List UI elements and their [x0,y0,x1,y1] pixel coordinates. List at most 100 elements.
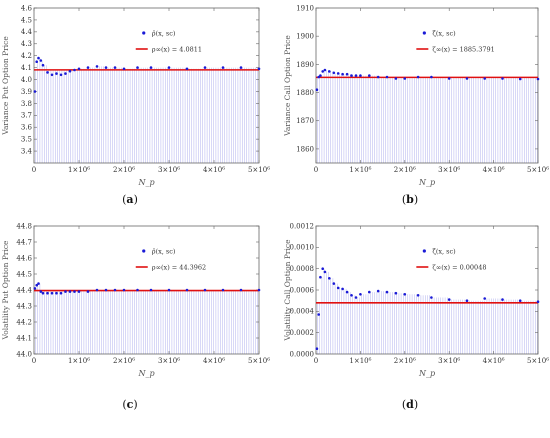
x-tick-label: 0 [314,166,318,174]
x-axis-label: N_p [137,369,154,378]
y-axis-label: Volatility Put Option Price [1,240,10,341]
x-tick-label: 1×10⁶ [68,357,90,365]
x-tick-label: 5×10⁶ [527,166,549,174]
data-point [39,59,43,62]
x-tick-label: 5×10⁶ [527,357,549,365]
legend-point-marker [142,31,146,35]
y-tick-label: 4.4 [21,28,33,36]
y-tick-label: 1890 [296,61,314,69]
data-point [403,77,407,80]
chart-panel-a: 3.4 3.5 3.6 3.7 3.8 3.9 4.0 4.1 4.2 4.3 4.4 4.5 4.6 0… [1,4,270,206]
x-axis-label: N_p [137,178,154,187]
data-point [239,288,243,292]
x-tick-label: 2×10⁶ [394,166,416,174]
legend-series-label: ζ̂(x, sc) [432,247,456,256]
data-point [394,77,398,80]
y-tick-label: 0.0010 [290,244,315,252]
data-point [354,74,358,77]
y-tick-label: 4.6 [21,4,33,12]
panel-caption: (d) [402,398,418,411]
data-point [239,66,243,69]
data-point [149,288,153,292]
data-point [359,74,362,77]
y-axis-label: Volatility Call Option Price [283,239,292,342]
x-tick-label: 1×10⁶ [349,166,371,174]
y-tick-label: 44.8 [16,222,32,230]
data-point [483,77,487,80]
data-point [136,66,139,69]
y-tick-label: 1880 [296,89,314,97]
data-point [68,69,72,73]
data-point [33,90,37,93]
y-tick-label: 4.2 [21,52,32,60]
legend-reference-label: ρ∞(x) = 44.3962 [152,264,206,272]
data-point [465,77,469,80]
data-point [465,299,469,303]
plot-frame [315,7,539,164]
x-tick-label: 1×10⁶ [68,166,90,174]
data-point [403,293,407,296]
data-point [376,75,380,79]
data-point [317,313,321,316]
x-tick-label: 4×10⁶ [203,357,225,365]
data-point [385,75,389,79]
y-tick-label: 0.0004 [290,308,315,316]
data-point [315,88,319,91]
data-point [64,72,67,75]
x-tick-label: 3×10⁶ [438,357,460,365]
data-point [35,60,38,63]
data-point [328,277,331,280]
x-tick-label: 5×10⁶ [248,166,270,174]
y-tick-label: 4.3 [21,40,32,48]
x-tick-label: 0 [32,357,36,365]
y-tick-label: 1900 [296,33,314,41]
data-point [37,282,40,285]
y-tick-label: 4.0 [21,76,32,84]
y-tick-label: 44.1 [16,334,32,342]
y-tick-label: 4.5 [21,16,32,24]
data-point [113,288,117,292]
data-point [416,294,420,297]
data-point [501,298,504,301]
chart-panel-c: 44.0 44.1 44.2 44.3 44.4 44.5 44.6 44.7 44.8 0 1×1… [1,222,270,411]
y-tick-label: 44.6 [16,254,32,262]
panel-caption: (a) [122,193,138,206]
data-point [345,290,349,294]
data-point [41,63,45,67]
data-point [368,290,371,294]
data-point [203,66,207,69]
data-point [122,288,126,292]
x-tick-label: 2×10⁶ [113,357,135,365]
data-point [483,297,487,300]
data-point [430,75,433,79]
data-point [55,291,58,295]
data-point [95,288,99,292]
chart-panel-b: 1860 1870 1880 1890 1900 1910 0 1×10⁶ 2×10⁶ 3×10⁶… [283,4,549,206]
data-point [136,288,139,292]
data-point [39,290,43,293]
data-point [95,65,99,68]
data-point [86,66,90,69]
plot-frame [33,7,260,164]
x-tick-label: 3×10⁶ [438,166,460,174]
data-point [73,68,76,72]
data-point [341,287,344,291]
data-point [336,72,340,75]
data-point [104,66,108,69]
data-point [359,293,362,296]
x-tick-label: 5×10⁶ [248,357,270,365]
data-point [50,73,54,77]
data-point [323,68,327,72]
data-point [59,73,63,77]
data-point [321,70,325,73]
legend-series-label: ρ̂(x, sc) [152,247,176,256]
data-point [86,290,90,293]
y-tick-label: 44.7 [16,238,32,246]
data-point [149,66,153,69]
data-point [185,67,189,71]
data-point [332,282,336,285]
data-point [46,71,49,74]
y-tick-label: 0.0000 [290,350,315,358]
x-tick-label: 4×10⁶ [203,166,225,174]
